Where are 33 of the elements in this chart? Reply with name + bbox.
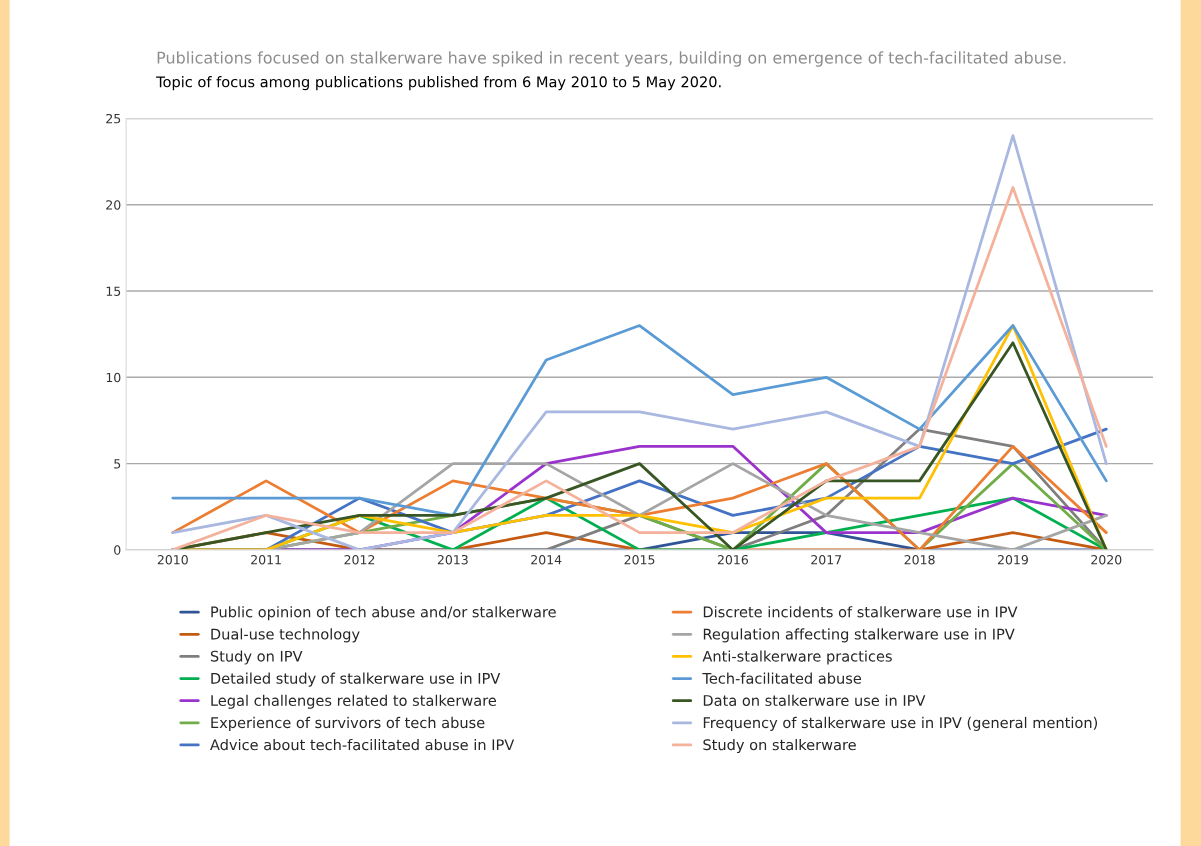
y-tick-label: 10 [106, 372, 121, 383]
legend-label: Public opinion of tech abuse and/or stalkerware [211, 606, 556, 621]
legend-label: Frequency of stalkerware use in IPV (general mention) [703, 716, 1098, 731]
x-tick-label: 2011 [251, 554, 281, 565]
x-tick-label: 2013 [437, 554, 468, 565]
x-tick-label: 2010 [157, 554, 188, 565]
x-tick-label: 2016 [717, 554, 748, 565]
y-tick-label: 0 [114, 545, 121, 555]
y-tick-label: 15 [106, 286, 121, 296]
legend-label: Study on stalkerware [703, 738, 856, 754]
legend-label: Anti-stalkerware practices [702, 650, 892, 665]
legend-label: Discrete incidents of stalkerware use in IPV [703, 606, 1018, 618]
x-tick-label: 2019 [997, 554, 1028, 565]
legend-label: Data on stalkerware use in IPV [703, 694, 926, 706]
x-tick-label: 2012 [344, 554, 375, 565]
y-tick-label: 20 [106, 200, 121, 210]
x-tick-label: 2015 [624, 554, 655, 565]
legend-label: Tech-facilitated abuse [702, 672, 862, 684]
chart-title: Publications focused on stalkerware have spiked in recent years, building on emergence of tech-facilitated abuse. [157, 51, 1066, 67]
legend-label: Regulation affecting stalkerware use in IPV [703, 628, 1015, 643]
chart-subtitle: Topic of focus among publications published from 6 May 2010 to 5 May 2020. [156, 76, 721, 91]
x-tick-label: 2018 [904, 554, 935, 565]
legend-label: Advice about tech-facilitated abuse in IPV [210, 738, 515, 751]
x-tick-label: 2020 [1091, 554, 1122, 565]
legend-label: Dual-use technology [211, 628, 360, 643]
legend-label: Detailed study of stalkerware use in IPV [211, 672, 501, 687]
y-tick-label: 5 [114, 459, 121, 469]
x-tick-label: 2017 [811, 554, 842, 565]
legend-label: Study on IPV [210, 650, 303, 665]
y-tick-label: 25 [106, 113, 121, 124]
legend-label: Legal challenges related to stalkerware [211, 694, 497, 709]
legend-label: Experience of survivors of tech abuse [211, 716, 485, 731]
x-tick-label: 2014 [531, 554, 562, 565]
